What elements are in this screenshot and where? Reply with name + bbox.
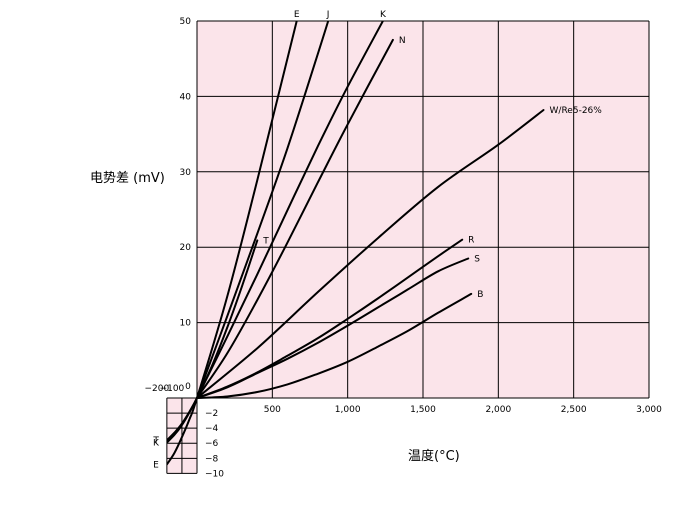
x-tick-label: 2,500 <box>561 405 587 415</box>
labels: −200−100 0 500 1,000 1,500 2,000 2,500 3,000 10 2… <box>144 10 662 479</box>
y-tick-label: −8 <box>205 454 219 464</box>
x-tick-label: 3,000 <box>636 405 662 415</box>
x-tick-label: 1,500 <box>410 405 436 415</box>
series-b-line <box>196 292 473 399</box>
x-tick-label: −100 <box>160 384 185 394</box>
x-tick-label: 2,000 <box>485 405 511 415</box>
x-tick-label: 0 <box>185 382 191 392</box>
series-e-label: E <box>294 10 300 20</box>
series-e-start-label: E <box>153 460 159 470</box>
series-k-label: K <box>380 10 387 20</box>
y-tick-label: 50 <box>180 17 192 27</box>
y-tick-label: −6 <box>205 439 219 449</box>
series-j-label: J <box>326 10 330 20</box>
y-tick-label: −10 <box>205 469 224 479</box>
x-tick-label: 1,000 <box>335 405 361 415</box>
grid <box>166 20 650 474</box>
y-tick-label: 10 <box>180 319 192 329</box>
series-r-label: R <box>468 236 474 246</box>
y-tick-label: 20 <box>180 243 192 253</box>
series-s-line <box>196 257 470 399</box>
series-w-re5-26--line <box>196 109 545 399</box>
y-tick-label: 30 <box>180 168 192 178</box>
series-n-label: N <box>399 36 406 46</box>
y-tick-label: 40 <box>180 92 192 102</box>
x-tick-label: −200 <box>144 384 169 394</box>
y-tick-label: −4 <box>205 424 219 434</box>
series-t-label: T <box>262 236 269 246</box>
x-tick-label: 500 <box>264 405 281 415</box>
y-tick-label: −2 <box>205 409 218 419</box>
series-j-line <box>196 21 330 399</box>
series-w-re5-26--label: W/Re5-26% <box>550 106 603 116</box>
series-k-line <box>166 21 385 444</box>
curves <box>166 21 545 466</box>
series-n-line <box>196 38 394 399</box>
series-t-start-label: T <box>152 436 159 446</box>
series-s-label: S <box>474 255 480 265</box>
y-axis-label: 电势差 (mV) <box>90 170 165 186</box>
series-k-start-label: K <box>153 438 160 448</box>
x-axis-label: 温度(°C) <box>408 448 460 464</box>
series-b-label: B <box>477 290 483 300</box>
